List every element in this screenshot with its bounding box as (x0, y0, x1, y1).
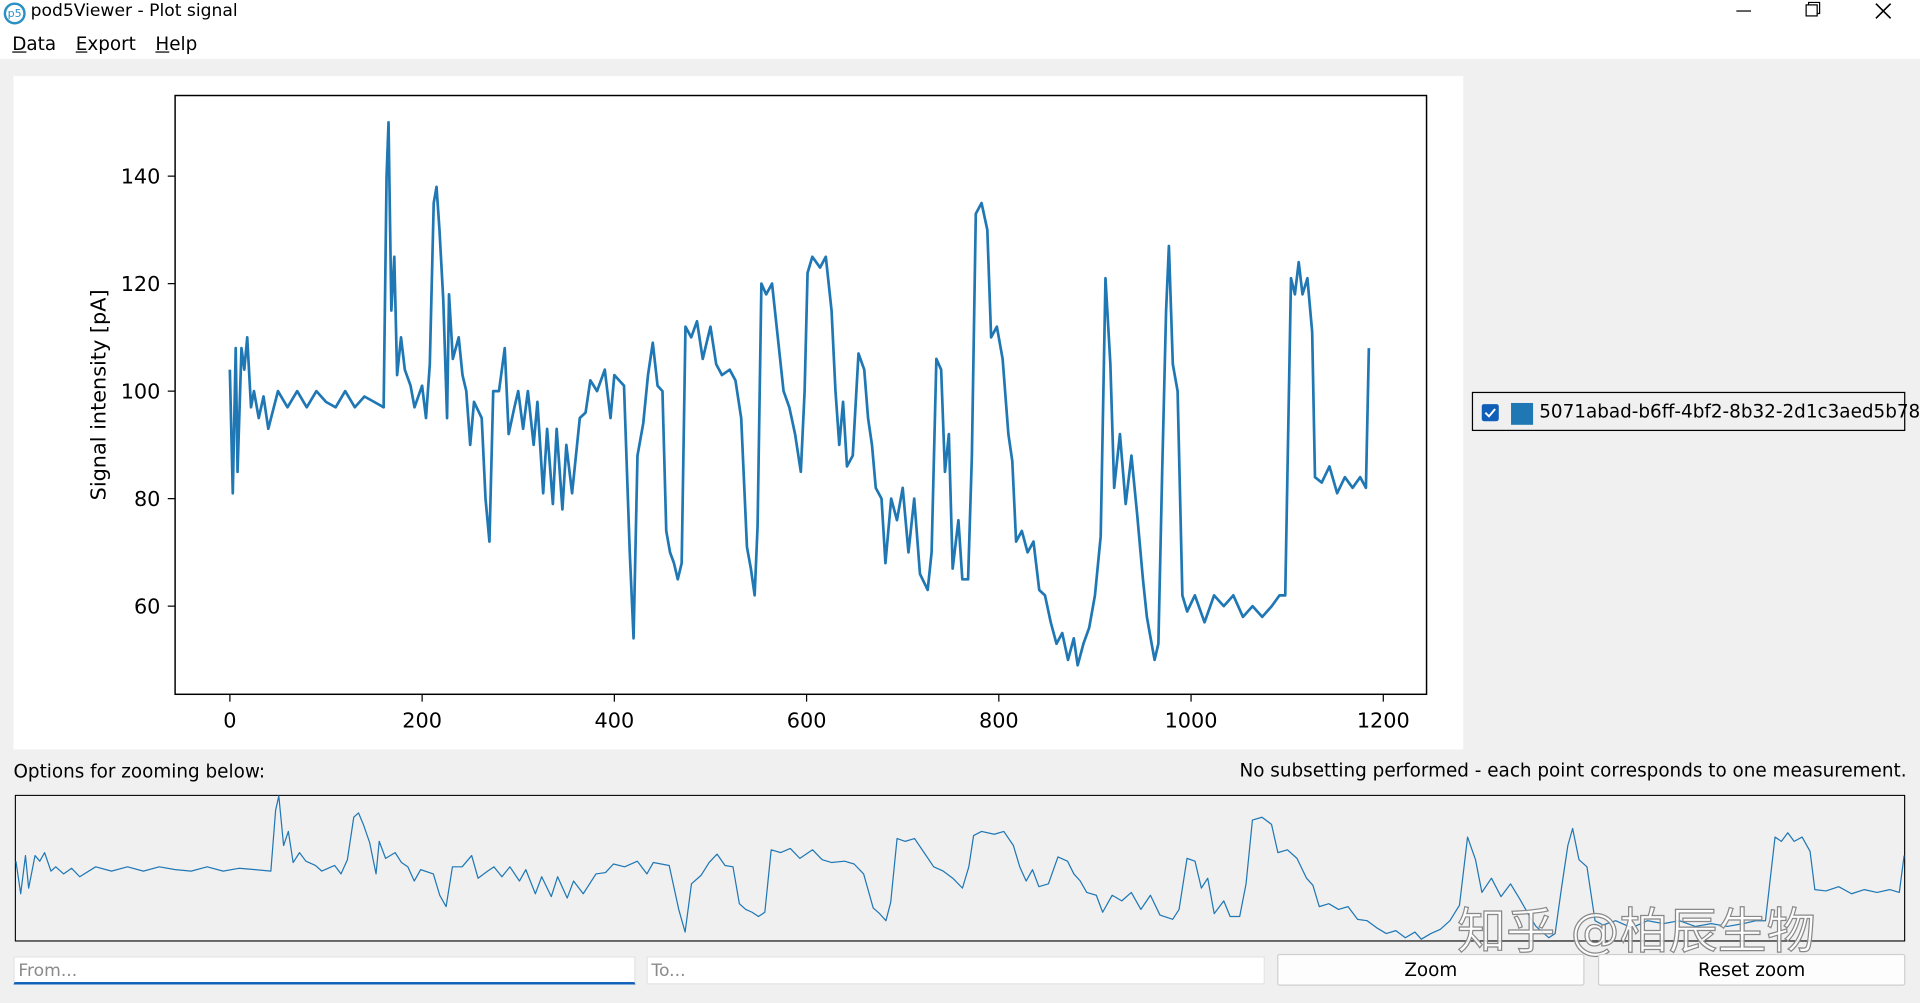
menu-bar: Data Export Help (0, 26, 1920, 59)
window-title: pod5Viewer - Plot signal (30, 1, 238, 21)
restore[interactable] (1805, 4, 1818, 17)
y-tick-label: 80 (134, 487, 160, 511)
y-tick-label: 140 (121, 164, 161, 188)
x-tick-label: 200 (402, 708, 442, 732)
x-tick-label: 1000 (1165, 708, 1218, 732)
x-tick-label: 1200 (1357, 708, 1410, 732)
close[interactable] (1875, 3, 1892, 19)
menu-item[interactable]: Export (75, 33, 136, 56)
legend-swatch (1511, 402, 1534, 425)
title-bar: p5 pod5Viewer - Plot signal (0, 0, 1920, 27)
legend: 5071abad-b6ff-4bf2-8b32-2d1c3aed5b78 (1471, 391, 1920, 432)
x-tick-label: 400 (595, 708, 635, 732)
signal-line (228, 120, 1371, 667)
y-tick-label: 100 (121, 379, 161, 403)
app-icon: p5 (3, 2, 26, 25)
zoom-label: Options for zooming below: (13, 760, 266, 783)
overview-frame (14, 794, 1906, 942)
plot-frame (174, 94, 1428, 696)
x-tick-label: 0 (223, 708, 236, 732)
y-tick-label: 60 (134, 594, 160, 618)
to-input[interactable]: To... (646, 956, 1265, 985)
x-tick-label: 600 (787, 708, 827, 732)
menu-item[interactable]: Data (12, 33, 57, 56)
y-tick-label: 120 (121, 272, 161, 296)
menu-item[interactable]: Help (155, 33, 198, 56)
watermark: 知乎 @柏辰生物 (1457, 903, 1817, 961)
status-text: No subsetting performed - each point cor… (1239, 759, 1907, 782)
checkbox[interactable] (1481, 404, 1499, 422)
svg-text:p5: p5 (8, 7, 22, 20)
legend-marks (1481, 402, 1534, 425)
x-tick-label: 800 (979, 708, 1019, 732)
plot-area (228, 120, 1371, 667)
window-controls[interactable] (1727, 0, 1920, 27)
signal-line (15, 795, 1905, 940)
reset-zoom-button[interactable]: Reset zoom (1597, 953, 1906, 986)
overview[interactable] (14, 794, 1906, 942)
y-axis-label: Signal intensity [pA] (86, 289, 110, 500)
chart: 60 80 100 120 140 0 200 400 600 800 1000 1200 Signal… (13, 75, 1464, 750)
from-input[interactable]: From... (13, 956, 636, 985)
zoom-button[interactable]: Zoom (1277, 953, 1585, 986)
legend-label: 5071abad-b6ff-4bf2-8b32-2d1c3aed5b78 (1539, 400, 1920, 423)
